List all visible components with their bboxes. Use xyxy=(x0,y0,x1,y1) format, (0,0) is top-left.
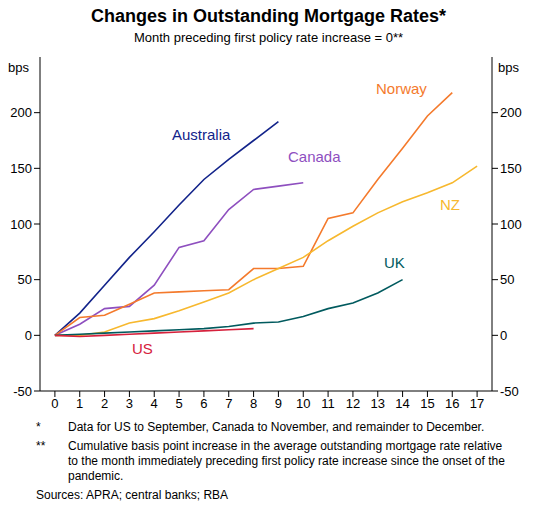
svg-text:11: 11 xyxy=(321,396,335,411)
svg-text:12: 12 xyxy=(346,396,360,411)
svg-text:2: 2 xyxy=(101,396,108,411)
svg-text:6: 6 xyxy=(200,396,207,411)
svg-text:100: 100 xyxy=(10,217,32,232)
svg-text:16: 16 xyxy=(445,396,459,411)
svg-text:0: 0 xyxy=(51,396,58,411)
svg-text:100: 100 xyxy=(500,217,522,232)
svg-text:150: 150 xyxy=(10,161,32,176)
html-text:Canada: Canada xyxy=(288,148,341,165)
svg-text:8: 8 xyxy=(250,396,257,411)
html-text:Cumulative basis point increas: Cumulative basis point increase in the a… xyxy=(68,439,505,483)
svg-text:50: 50 xyxy=(500,272,514,287)
svg-text:14: 14 xyxy=(395,396,409,411)
svg-text:50: 50 xyxy=(18,272,32,287)
html-text:Norway: Norway xyxy=(376,80,427,97)
svg-text:15: 15 xyxy=(420,396,434,411)
html-text:NZ: NZ xyxy=(440,196,460,213)
svg-text:-50: -50 xyxy=(500,384,519,399)
svg-text:1: 1 xyxy=(76,396,83,411)
html-text:bps: bps xyxy=(498,60,519,75)
html-text:US: US xyxy=(132,340,153,357)
svg-text:7: 7 xyxy=(225,396,232,411)
svg-text:9: 9 xyxy=(275,396,282,411)
svg-text:5: 5 xyxy=(175,396,182,411)
html-text:Month preceding first policy r: Month preceding first policy rate increa… xyxy=(133,30,404,45)
html-text:bps: bps xyxy=(8,60,29,75)
html-text:Australia: Australia xyxy=(172,126,231,143)
html-text:Data for US to September, Cana: Data for US to September, Canada to Nove… xyxy=(68,420,485,434)
html-text:UK: UK xyxy=(384,254,405,271)
svg-text:4: 4 xyxy=(151,396,158,411)
svg-text:13: 13 xyxy=(371,396,385,411)
svg-text:0: 0 xyxy=(25,328,32,343)
svg-text:3: 3 xyxy=(126,396,133,411)
svg-text:-50: -50 xyxy=(13,384,32,399)
html-text:Sources: APRA; central banks;: Sources: APRA; central banks; RBA xyxy=(36,488,229,502)
svg-text:17: 17 xyxy=(470,396,484,411)
svg-text:10: 10 xyxy=(296,396,310,411)
svg-text:150: 150 xyxy=(500,161,522,176)
svg-text:200: 200 xyxy=(500,105,522,120)
svg-text:0: 0 xyxy=(500,328,507,343)
svg-text:200: 200 xyxy=(10,105,32,120)
html-text:Changes in Outstanding Mortgag: Changes in Outstanding Mortgage Rates* xyxy=(91,6,446,26)
